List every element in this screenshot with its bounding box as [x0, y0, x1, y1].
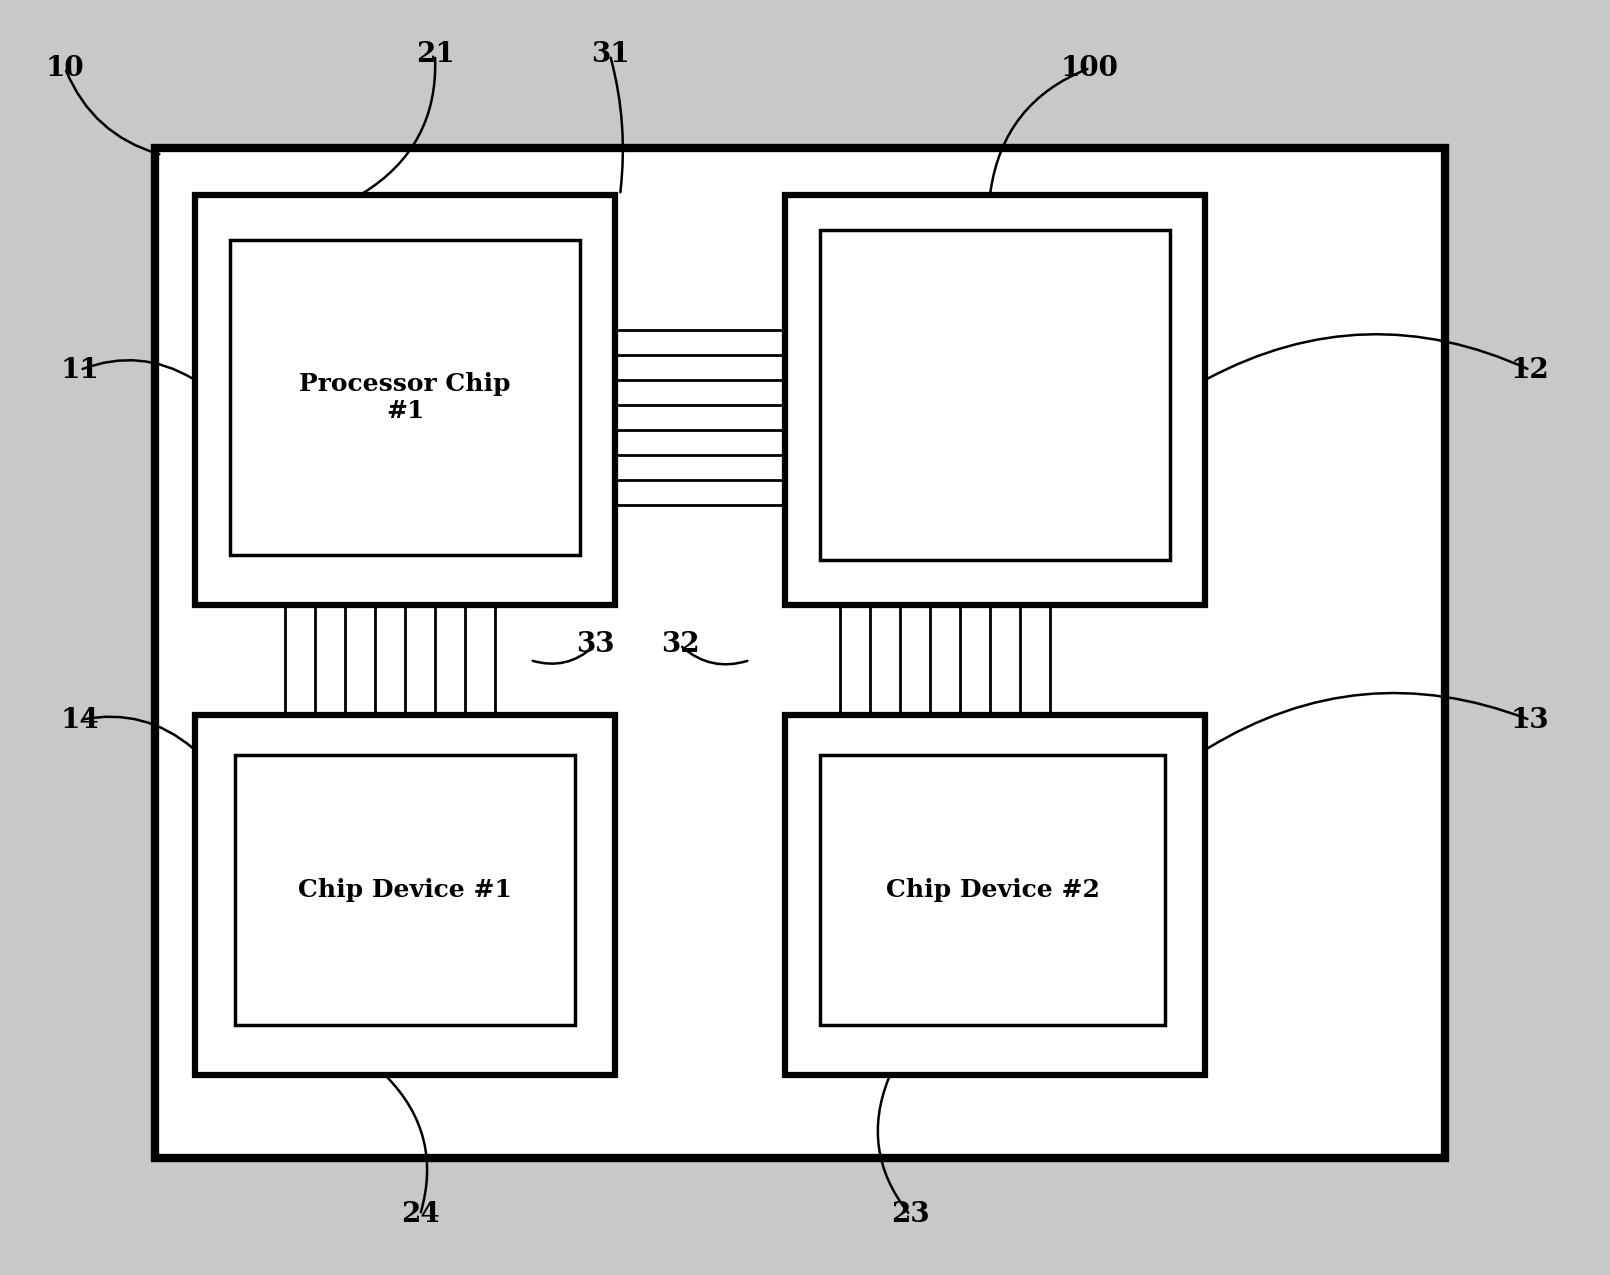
Text: Chip Device #2: Chip Device #2	[886, 878, 1100, 901]
Text: 10: 10	[45, 55, 84, 82]
Text: 33: 33	[576, 631, 615, 658]
Text: Chip Device #1: Chip Device #1	[298, 878, 512, 901]
Bar	[230, 240, 580, 555]
Bar	[155, 148, 1446, 1158]
Text: 23: 23	[890, 1201, 929, 1229]
Text: 12: 12	[1510, 357, 1549, 384]
Text: 32: 32	[660, 631, 699, 658]
Bar	[195, 195, 615, 606]
Text: 11: 11	[61, 357, 100, 384]
Bar	[786, 715, 1204, 1075]
Bar	[819, 755, 1166, 1025]
Bar	[786, 195, 1204, 606]
Bar	[819, 230, 1170, 560]
Text: 13: 13	[1510, 706, 1549, 733]
Bar	[235, 755, 575, 1025]
Text: Processor Chip
#1: Processor Chip #1	[299, 371, 510, 423]
Bar	[195, 715, 615, 1075]
Text: 100: 100	[1061, 55, 1119, 82]
Text: 31: 31	[591, 42, 630, 69]
Text: 21: 21	[415, 42, 454, 69]
Text: 14: 14	[61, 706, 100, 733]
Text: 24: 24	[401, 1201, 440, 1229]
